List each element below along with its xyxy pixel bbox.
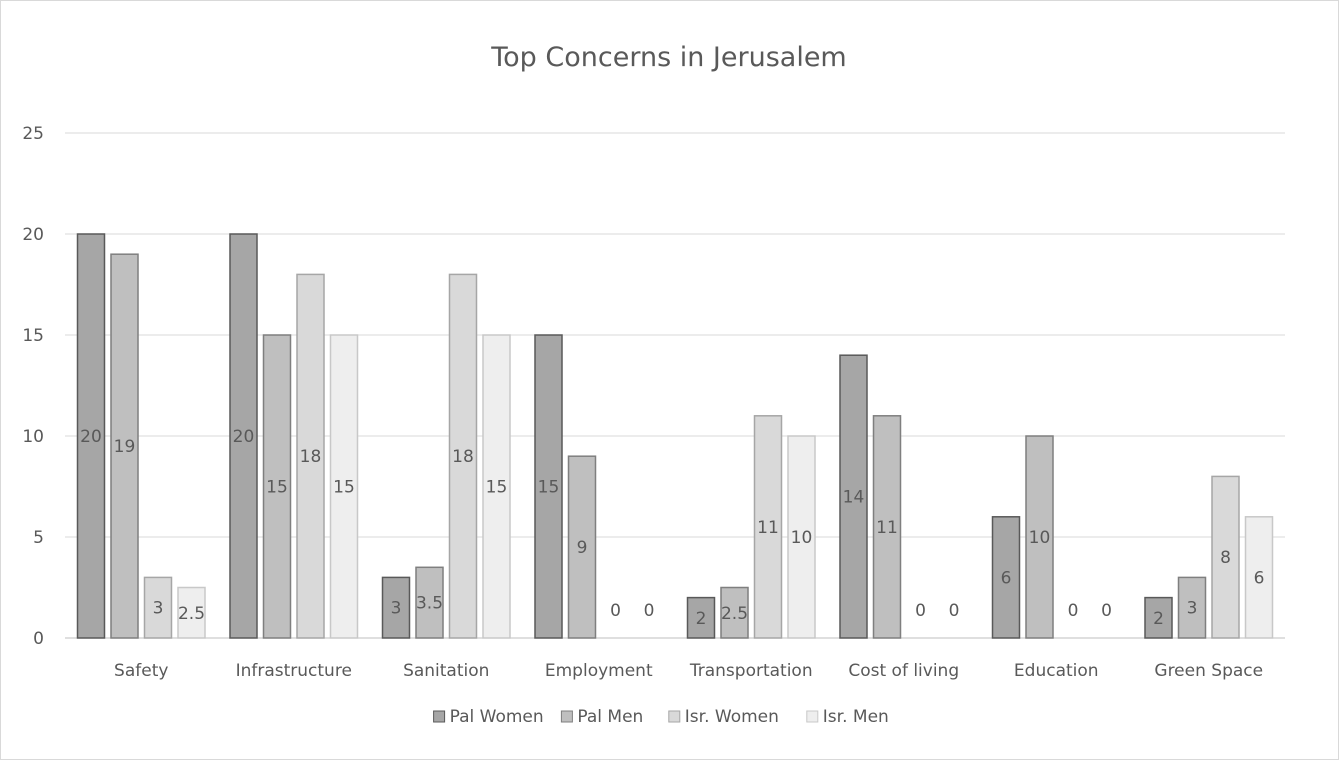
data-label: 18 xyxy=(452,447,474,467)
bar xyxy=(720,586,749,639)
bar xyxy=(1177,576,1207,639)
bar xyxy=(76,233,106,639)
bars xyxy=(76,233,1274,639)
x-tick-label: Sanitation xyxy=(403,661,489,681)
data-label: 6 xyxy=(1001,568,1012,588)
bar xyxy=(262,334,292,639)
y-tick-label: 25 xyxy=(22,124,44,144)
bar xyxy=(229,233,258,639)
data-label: 11 xyxy=(876,518,898,538)
data-label: 3 xyxy=(1187,599,1198,619)
chart-title: Top Concerns in Jerusalem xyxy=(490,42,846,73)
legend: Pal Women Pal Men Isr. Women Isr. Men xyxy=(433,707,889,727)
x-tick-label: Infrastructure xyxy=(236,661,352,681)
legend-label: Pal Women xyxy=(450,707,544,727)
data-label: 0 xyxy=(1101,601,1112,621)
data-label: 15 xyxy=(266,478,288,498)
bar xyxy=(482,334,511,639)
x-tick-label: Safety xyxy=(114,661,168,681)
bar xyxy=(534,334,563,639)
data-label: 2.5 xyxy=(721,604,748,624)
data-label: 0 xyxy=(949,601,960,621)
data-label: 15 xyxy=(486,478,508,498)
bar xyxy=(991,516,1021,639)
x-axis: Safety Infrastructure Sanitation Employment… xyxy=(114,661,1263,681)
y-tick-label: 20 xyxy=(22,225,44,245)
data-label: 6 xyxy=(1254,568,1265,588)
y-tick-label: 15 xyxy=(22,326,44,346)
x-tick-label: Green Space xyxy=(1154,661,1263,681)
data-label: 15 xyxy=(333,478,355,498)
data-label: 19 xyxy=(114,437,136,457)
bar xyxy=(1025,435,1054,639)
bar xyxy=(839,354,868,639)
data-label: 14 xyxy=(843,488,865,508)
bar xyxy=(415,566,444,639)
data-label: 2.5 xyxy=(178,604,205,624)
legend-swatch xyxy=(560,710,573,723)
data-label: 2 xyxy=(696,609,707,629)
bar xyxy=(753,415,783,639)
x-tick-label: Employment xyxy=(545,661,653,681)
data-label: 3 xyxy=(391,599,402,619)
data-label: 2 xyxy=(1153,609,1164,629)
legend-label: Isr. Women xyxy=(685,707,779,727)
data-label: 10 xyxy=(1029,528,1051,548)
data-label: 20 xyxy=(80,427,102,447)
legend-swatch xyxy=(668,710,681,723)
data-label: 0 xyxy=(915,601,926,621)
bar xyxy=(448,273,478,639)
bar xyxy=(143,576,173,639)
data-label: 3 xyxy=(153,599,164,619)
x-tick-label: Transportation xyxy=(689,661,813,681)
bar xyxy=(567,455,597,639)
legend-label: Pal Men xyxy=(577,707,643,727)
legend-label: Isr. Men xyxy=(823,707,889,727)
bar xyxy=(872,415,902,639)
data-label: 0 xyxy=(1068,601,1079,621)
data-label: 10 xyxy=(791,528,813,548)
data-label: 8 xyxy=(1220,548,1231,568)
bar xyxy=(296,273,325,639)
data-label: 15 xyxy=(538,478,560,498)
y-axis: 0 5 10 15 20 25 xyxy=(22,124,44,649)
bar xyxy=(110,253,139,639)
data-label: 11 xyxy=(757,518,779,538)
bar xyxy=(787,435,816,639)
y-tick-label: 5 xyxy=(33,528,44,548)
data-label: 0 xyxy=(610,601,621,621)
x-tick-label: Cost of living xyxy=(848,661,959,681)
bar xyxy=(177,586,206,639)
bar xyxy=(329,334,359,639)
data-label: 3.5 xyxy=(416,594,443,614)
y-tick-label: 10 xyxy=(22,427,44,447)
legend-swatch xyxy=(433,710,446,723)
data-label: 20 xyxy=(233,427,255,447)
bar xyxy=(686,596,716,639)
bar xyxy=(1144,596,1173,639)
y-tick-label: 0 xyxy=(33,629,44,649)
legend-swatch xyxy=(806,710,819,723)
data-label: 9 xyxy=(577,538,588,558)
data-label: 0 xyxy=(644,601,655,621)
bar xyxy=(1211,475,1240,639)
bar xyxy=(381,576,411,639)
x-tick-label: Education xyxy=(1014,661,1099,681)
data-label: 18 xyxy=(300,447,322,467)
bar xyxy=(1244,516,1274,639)
